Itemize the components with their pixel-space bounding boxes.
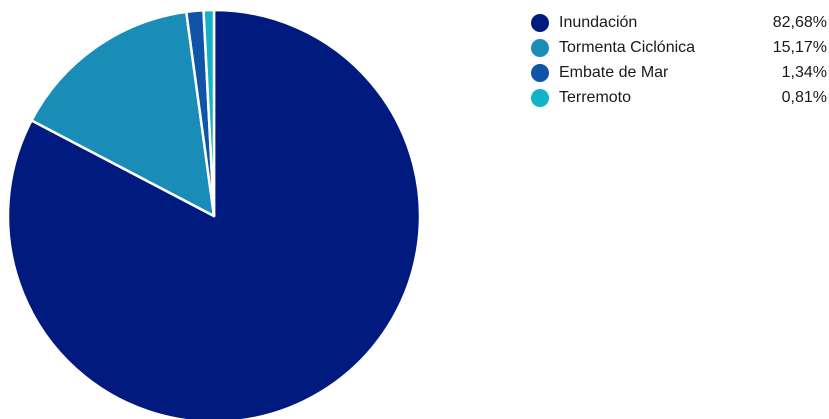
legend-label: Terremoto — [559, 88, 632, 106]
legend-swatch-embate-de-mar — [531, 63, 549, 82]
legend-value: 82,68% — [772, 13, 827, 31]
legend-label: Inundación — [559, 13, 638, 31]
legend-label: Embate de Mar — [559, 63, 669, 81]
legend: Inundación 82,68% Tormenta Ciclónica 15,… — [531, 10, 827, 110]
legend-label: Tormenta Ciclónica — [559, 38, 696, 56]
legend-swatch-tormenta-ciclonica — [531, 38, 549, 57]
pie-plot — [6, 8, 422, 419]
legend-value: 15,17% — [772, 38, 827, 56]
legend-item-terremoto[interactable]: Terremoto 0,81% — [531, 85, 827, 110]
legend-item-inundacion[interactable]: Inundación 82,68% — [531, 10, 827, 35]
pie-slice-tormenta-ciclonica[interactable] — [30, 10, 216, 218]
legend-swatch-terremoto — [531, 88, 549, 107]
legend-item-embate-de-mar[interactable]: Embate de Mar 1,34% — [531, 60, 827, 85]
legend-item-tormenta-ciclonica[interactable]: Tormenta Ciclónica 15,17% — [531, 35, 827, 60]
legend-value: 1,34% — [781, 63, 827, 81]
pie-slice-terremoto[interactable] — [202, 8, 216, 218]
legend-value: 0,81% — [781, 88, 827, 106]
legend-swatch-inundacion — [531, 13, 549, 32]
